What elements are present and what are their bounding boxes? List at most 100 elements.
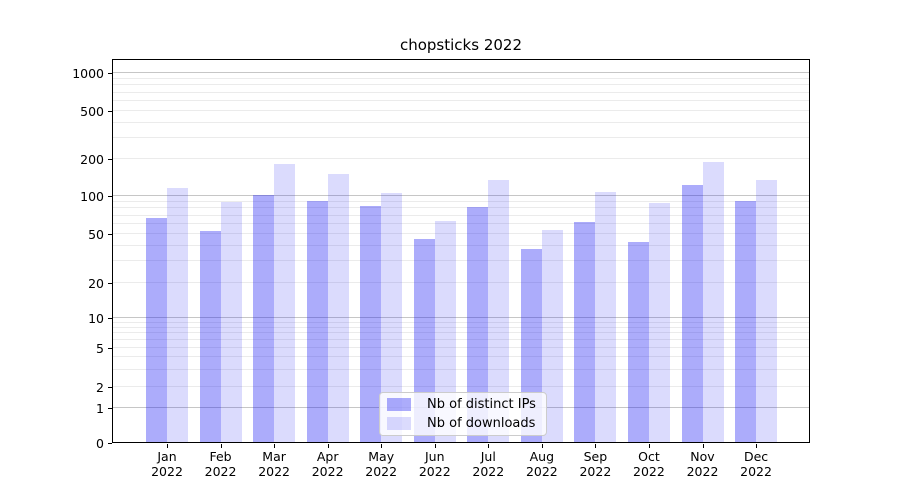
y-tick-label: 500 [80,104,104,119]
bar-downloads [167,188,188,442]
x-tick-mark [541,444,543,448]
x-tick-label: Apr 2022 [311,449,344,479]
minor-gridline [113,347,809,348]
x-tick-mark [648,444,650,448]
x-tick-label: May 2022 [365,449,398,479]
y-tick-mark [108,196,112,197]
y-tick-mark [108,408,112,409]
legend-entry-distinct-ips: Nb of distinct IPs [387,397,539,412]
y-tick-mark [108,159,112,160]
bar-distinct-ips [735,201,757,442]
minor-gridline [113,260,809,262]
minor-gridline [113,282,809,283]
bar-distinct-ips [360,206,382,442]
x-tick-mark [274,444,276,448]
x-tick-label: Jan 2022 [151,449,183,479]
legend-swatch-downloads [387,417,411,430]
y-tick-mark [108,443,112,444]
minor-gridline [113,77,809,79]
minor-gridline [113,84,809,86]
x-tick-label: Oct 2022 [633,449,665,479]
plot-area [112,59,810,443]
x-tick-label: Dec 2022 [740,449,772,479]
minor-gridline [113,368,809,370]
bar-downloads [220,202,242,442]
x-tick-label: Aug 2022 [525,449,558,479]
minor-gridline [113,91,809,93]
minor-gridline [113,244,809,246]
x-tick-mark [434,444,436,448]
x-tick-mark [220,444,222,448]
bar-distinct-ips [306,201,328,442]
y-tick-label: 100 [80,189,104,204]
x-tick-mark [167,444,168,448]
minor-gridline [113,207,809,209]
x-tick-label: Jul 2022 [472,449,505,479]
minor-gridline [113,158,809,159]
x-tick-label: Jun 2022 [418,449,451,479]
y-tick-label: 5 [96,341,104,356]
x-tick-mark [488,444,490,448]
x-tick-mark [327,444,329,448]
y-tick-mark [108,73,112,74]
y-tick-label: 1000 [72,66,104,81]
x-tick-mark [702,444,704,448]
minor-gridline [113,321,809,323]
major-gridline [113,72,809,73]
y-tick-label: 0 [96,436,104,451]
y-tick-label: 20 [88,276,104,291]
minor-gridline [113,136,809,138]
x-tick-label: Feb 2022 [204,449,237,479]
minor-gridline [113,233,809,234]
y-tick-mark [108,387,112,388]
bar-distinct-ips [467,207,489,442]
minor-gridline [113,223,809,224]
bar-distinct-ips [627,242,649,442]
y-tick-mark [108,348,112,349]
bar-downloads [327,174,349,442]
bar-downloads [595,192,617,442]
legend: Nb of distinct IPs Nb of downloads [379,392,547,436]
bar-downloads [434,221,456,442]
minor-gridline [113,356,809,358]
minor-gridline [113,326,809,328]
bar-distinct-ips [199,231,221,442]
y-tick-label: 50 [88,227,104,242]
minor-gridline [113,386,809,387]
minor-gridline [113,214,809,216]
y-tick-mark [108,318,112,319]
legend-swatch-distinct-ips [387,398,411,411]
bar-distinct-ips [253,195,275,442]
minor-gridline [113,339,809,341]
y-tick-label: 200 [80,152,104,167]
x-tick-label: Sep 2022 [579,449,612,479]
y-tick-label: 10 [88,311,104,326]
x-tick-mark [756,444,758,448]
minor-gridline [113,121,809,123]
bar-distinct-ips [146,218,167,442]
chart-title: chopsticks 2022 [399,36,522,54]
major-gridline [113,195,809,196]
y-tick-label: 2 [96,380,104,395]
legend-label-distinct-ips: Nb of distinct IPs [427,397,536,412]
y-tick-mark [108,234,112,235]
x-tick-label: Nov 2022 [686,449,719,479]
bar-downloads [274,164,296,442]
minor-gridline [113,200,809,202]
bar-distinct-ips [574,222,596,442]
y-tick-label: 1 [96,401,104,416]
minor-gridline [113,100,809,101]
bar-downloads [756,180,778,442]
bar-downloads [648,203,670,442]
minor-gridline [113,110,809,111]
minor-gridline [113,332,809,334]
x-tick-mark [381,444,383,448]
bar-distinct-ips [681,185,703,442]
bar-downloads [702,162,724,442]
y-tick-mark [108,111,112,112]
bar-downloads [381,193,403,442]
bar-downloads [488,180,510,442]
legend-entry-downloads: Nb of downloads [387,416,539,431]
x-tick-label: Mar 2022 [258,449,290,479]
